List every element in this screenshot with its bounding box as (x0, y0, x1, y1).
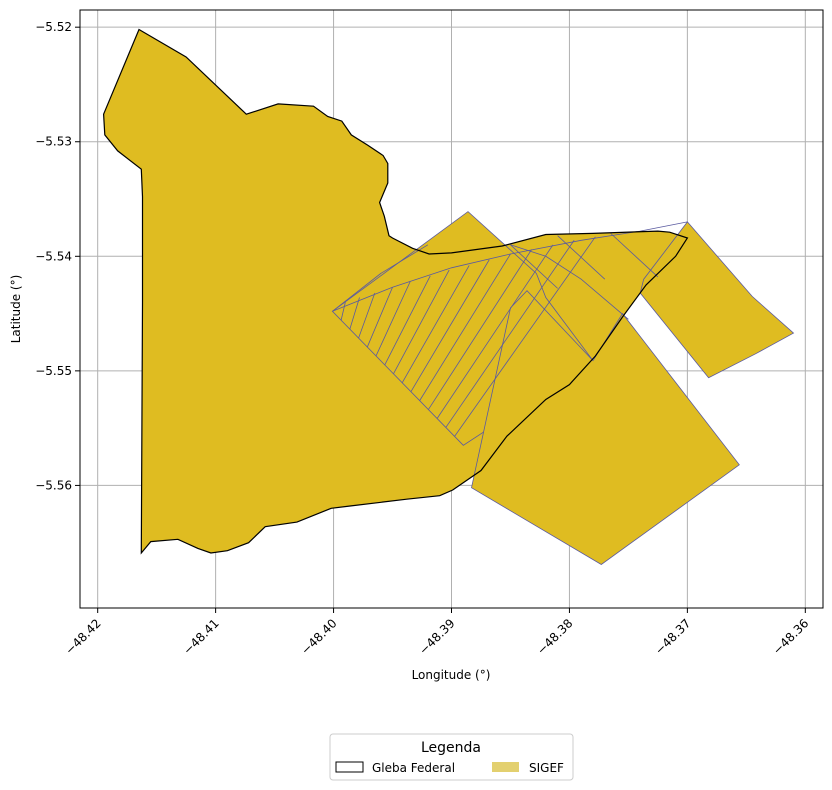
sigef-parcel (471, 290, 740, 565)
parcel-division-line (419, 253, 511, 401)
parcel-division-line (410, 259, 490, 392)
x-tick-label: −48.41 (180, 616, 221, 657)
y-tick-label: −5.56 (35, 478, 72, 492)
y-tick-label: −5.52 (35, 20, 72, 34)
parcel-division-line (375, 281, 411, 357)
x-axis-label: Longitude (°) (412, 668, 491, 682)
legend-label-gleba: Gleba Federal (372, 761, 455, 775)
y-tick-label: −5.54 (35, 249, 72, 263)
parcel-division-line (454, 236, 596, 437)
parcel-division-line (557, 235, 606, 280)
x-tick-label: −48.36 (770, 616, 811, 657)
strip-boundary-line (332, 244, 429, 312)
legend-swatch-sigef (492, 762, 519, 772)
legend-title: Legenda (421, 740, 481, 756)
parcel-division-line (340, 302, 346, 321)
parcel-division-line (366, 287, 393, 348)
parcel-division-line (393, 269, 450, 375)
legend-swatch-gleba (335, 761, 364, 773)
y-tick-label: −5.55 (35, 364, 72, 378)
x-tick-label: −48.37 (652, 616, 693, 657)
parcel-division-line (384, 275, 431, 366)
map-layers (102, 28, 795, 565)
parcel-division-line (349, 297, 360, 330)
sigef-parcel (639, 221, 795, 379)
parcel-division-line (358, 292, 376, 339)
parcel-division-line (445, 240, 575, 428)
parcel-division-line (610, 233, 659, 278)
parcel-division-line (428, 249, 533, 410)
parcel-division-line (401, 265, 470, 383)
parcel-division-line (510, 244, 558, 289)
x-tick-label: −48.38 (534, 616, 575, 657)
legend: Legenda Gleba Federal SIGEF (329, 733, 574, 781)
x-tick-label: −48.42 (63, 616, 104, 657)
x-tick-label: −48.39 (416, 616, 457, 657)
parcel-division-line (436, 244, 554, 419)
legend-label-sigef: SIGEF (529, 761, 564, 775)
strip-boundary-line (510, 244, 629, 320)
y-tick-label: −5.53 (35, 135, 72, 149)
gleba-federal-outline (102, 28, 689, 555)
strip-boundary-line (332, 221, 688, 312)
y-axis-label: Latitude (°) (9, 275, 23, 344)
x-tick-label: −48.40 (298, 616, 339, 657)
